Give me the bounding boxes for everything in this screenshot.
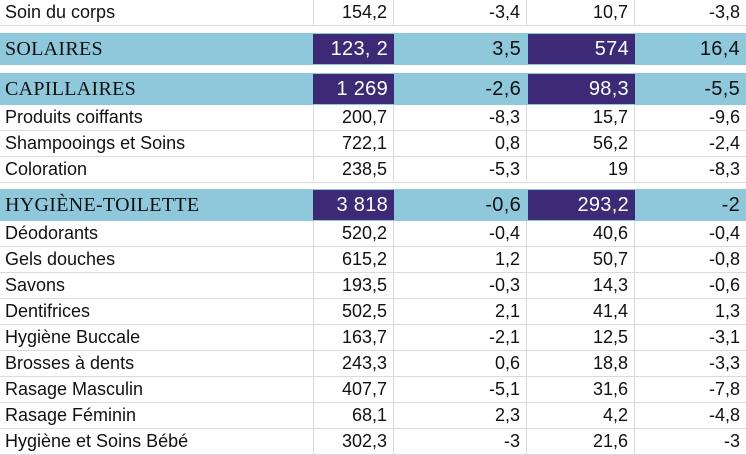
row-label: Shampooings et Soins bbox=[5, 133, 186, 153]
value-cell: 615,2 bbox=[313, 247, 394, 272]
table-row: Rasage Masculin 407,7 -5,1 31,6 -7,8 bbox=[0, 377, 746, 403]
value-cell: 243,3 bbox=[313, 351, 394, 376]
value-cell: 56,2 bbox=[528, 131, 635, 156]
table-row: Savons 193,5 -0,3 14,3 -0,6 bbox=[0, 273, 746, 299]
change-cell: 1,3 bbox=[714, 301, 740, 321]
change-cell: -2,4 bbox=[708, 133, 740, 153]
change-cell: -3 bbox=[723, 431, 740, 451]
change-cell: -3,3 bbox=[708, 353, 740, 373]
change-cell: 0,6 bbox=[395, 351, 527, 376]
row-label: Déodorants bbox=[5, 223, 99, 243]
table-row: Hygiène et Soins Bébé 302,3 -3 21,6 -3 bbox=[0, 429, 746, 455]
category-row: CAPILLAIRES 1 269 -2,6 98,3 -5,5 bbox=[0, 73, 746, 105]
value-cell: 302,3 bbox=[313, 429, 394, 454]
highlight-value-cell: 3 818 bbox=[313, 190, 394, 220]
value-cell: 19 bbox=[528, 157, 635, 182]
value-cell: 21,6 bbox=[528, 429, 635, 454]
change-cell: -2 bbox=[721, 193, 740, 216]
table-row: Brosses à dents 243,3 0,6 18,8 -3,3 bbox=[0, 351, 746, 377]
change-cell: 1,2 bbox=[395, 247, 527, 272]
value-cell: 68,1 bbox=[313, 403, 394, 428]
category-row: SOLAIRES 123, 2 3,5 574 16,4 bbox=[0, 33, 746, 65]
value-cell: 40,6 bbox=[528, 221, 635, 246]
highlight-value-cell: 1 269 bbox=[313, 74, 394, 104]
highlight-value-cell: 293,2 bbox=[528, 190, 635, 220]
change-cell: -2,1 bbox=[395, 325, 527, 350]
category-row: HYGIÈNE-TOILETTE 3 818 -0,6 293,2 -2 bbox=[0, 189, 746, 221]
row-label: Soin du corps bbox=[5, 2, 116, 22]
table-row: Produits coiffants 200,7 -8,3 15,7 -9,6 bbox=[0, 105, 746, 131]
change-cell: 3,5 bbox=[492, 37, 521, 60]
value-cell: 502,5 bbox=[313, 299, 394, 324]
table-row: Déodorants 520,2 -0,4 40,6 -0,4 bbox=[0, 221, 746, 247]
table-row: Hygiène Buccale 163,7 -2,1 12,5 -3,1 bbox=[0, 325, 746, 351]
value-cell: 50,7 bbox=[528, 247, 635, 272]
row-label: Rasage Masculin bbox=[5, 379, 144, 399]
change-cell: -0,4 bbox=[395, 221, 527, 246]
change-cell: -2,6 bbox=[485, 77, 521, 100]
row-gap bbox=[0, 65, 746, 73]
change-cell: -8,3 bbox=[708, 159, 740, 179]
row-label: Brosses à dents bbox=[5, 353, 135, 373]
change-cell: -0,6 bbox=[708, 275, 740, 295]
change-cell: -3,4 bbox=[395, 0, 527, 25]
highlight-value-cell: 98,3 bbox=[528, 74, 635, 104]
value-cell: 200,7 bbox=[313, 105, 394, 130]
value-cell: 193,5 bbox=[313, 273, 394, 298]
value-cell: 41,4 bbox=[528, 299, 635, 324]
value-cell: 238,5 bbox=[313, 157, 394, 182]
change-cell: 2,1 bbox=[395, 299, 527, 324]
category-label: CAPILLAIRES bbox=[5, 77, 137, 100]
change-cell: -8,3 bbox=[395, 105, 527, 130]
change-cell: 16,4 bbox=[699, 37, 740, 60]
change-cell: -0,3 bbox=[395, 273, 527, 298]
row-label: Rasage Féminin bbox=[5, 405, 137, 425]
row-label: Gels douches bbox=[5, 249, 116, 269]
value-cell: 154,2 bbox=[313, 0, 394, 25]
change-cell: -5,1 bbox=[395, 377, 527, 402]
value-cell: 12,5 bbox=[528, 325, 635, 350]
highlight-value-cell: 574 bbox=[528, 34, 635, 64]
change-cell: 2,3 bbox=[395, 403, 527, 428]
change-cell: 0,8 bbox=[395, 131, 527, 156]
category-label: HYGIÈNE-TOILETTE bbox=[5, 193, 200, 216]
table-row: Soin du corps 154,2 -3,4 10,7 -3,8 bbox=[0, 0, 746, 26]
table-row: Coloration 238,5 -5,3 19 -8,3 bbox=[0, 157, 746, 183]
row-label: Hygiène et Soins Bébé bbox=[5, 431, 189, 451]
change-cell: -5,5 bbox=[704, 77, 740, 100]
change-cell: -3 bbox=[395, 429, 527, 454]
change-cell: -3,8 bbox=[708, 2, 740, 22]
change-cell: -0,4 bbox=[708, 223, 740, 243]
value-cell: 18,8 bbox=[528, 351, 635, 376]
row-label: Coloration bbox=[5, 159, 88, 179]
value-cell: 4,2 bbox=[528, 403, 635, 428]
value-cell: 520,2 bbox=[313, 221, 394, 246]
value-cell: 722,1 bbox=[313, 131, 394, 156]
value-cell: 10,7 bbox=[528, 0, 635, 25]
change-cell: -4,8 bbox=[708, 405, 740, 425]
change-cell: -7,8 bbox=[708, 379, 740, 399]
value-cell: 407,7 bbox=[313, 377, 394, 402]
change-cell: -0,6 bbox=[485, 193, 521, 216]
change-cell: -0,8 bbox=[708, 249, 740, 269]
category-label: SOLAIRES bbox=[5, 37, 103, 60]
value-cell: 163,7 bbox=[313, 325, 394, 350]
value-cell: 14,3 bbox=[528, 273, 635, 298]
row-label: Dentifrices bbox=[5, 301, 91, 321]
row-label: Hygiène Buccale bbox=[5, 327, 141, 347]
table-row: Dentifrices 502,5 2,1 41,4 1,3 bbox=[0, 299, 746, 325]
change-cell: -3,1 bbox=[708, 327, 740, 347]
table-row: Shampooings et Soins 722,1 0,8 56,2 -2,4 bbox=[0, 131, 746, 157]
table-row: Gels douches 615,2 1,2 50,7 -0,8 bbox=[0, 247, 746, 273]
highlight-value-cell: 123, 2 bbox=[313, 34, 394, 64]
change-cell: -9,6 bbox=[708, 107, 740, 127]
row-label: Produits coiffants bbox=[5, 107, 143, 127]
row-gap bbox=[0, 26, 746, 33]
row-label: Savons bbox=[5, 275, 66, 295]
table-row: Rasage Féminin 68,1 2,3 4,2 -4,8 bbox=[0, 403, 746, 429]
value-cell: 15,7 bbox=[528, 105, 635, 130]
value-cell: 31,6 bbox=[528, 377, 635, 402]
change-cell: -5,3 bbox=[395, 157, 527, 182]
